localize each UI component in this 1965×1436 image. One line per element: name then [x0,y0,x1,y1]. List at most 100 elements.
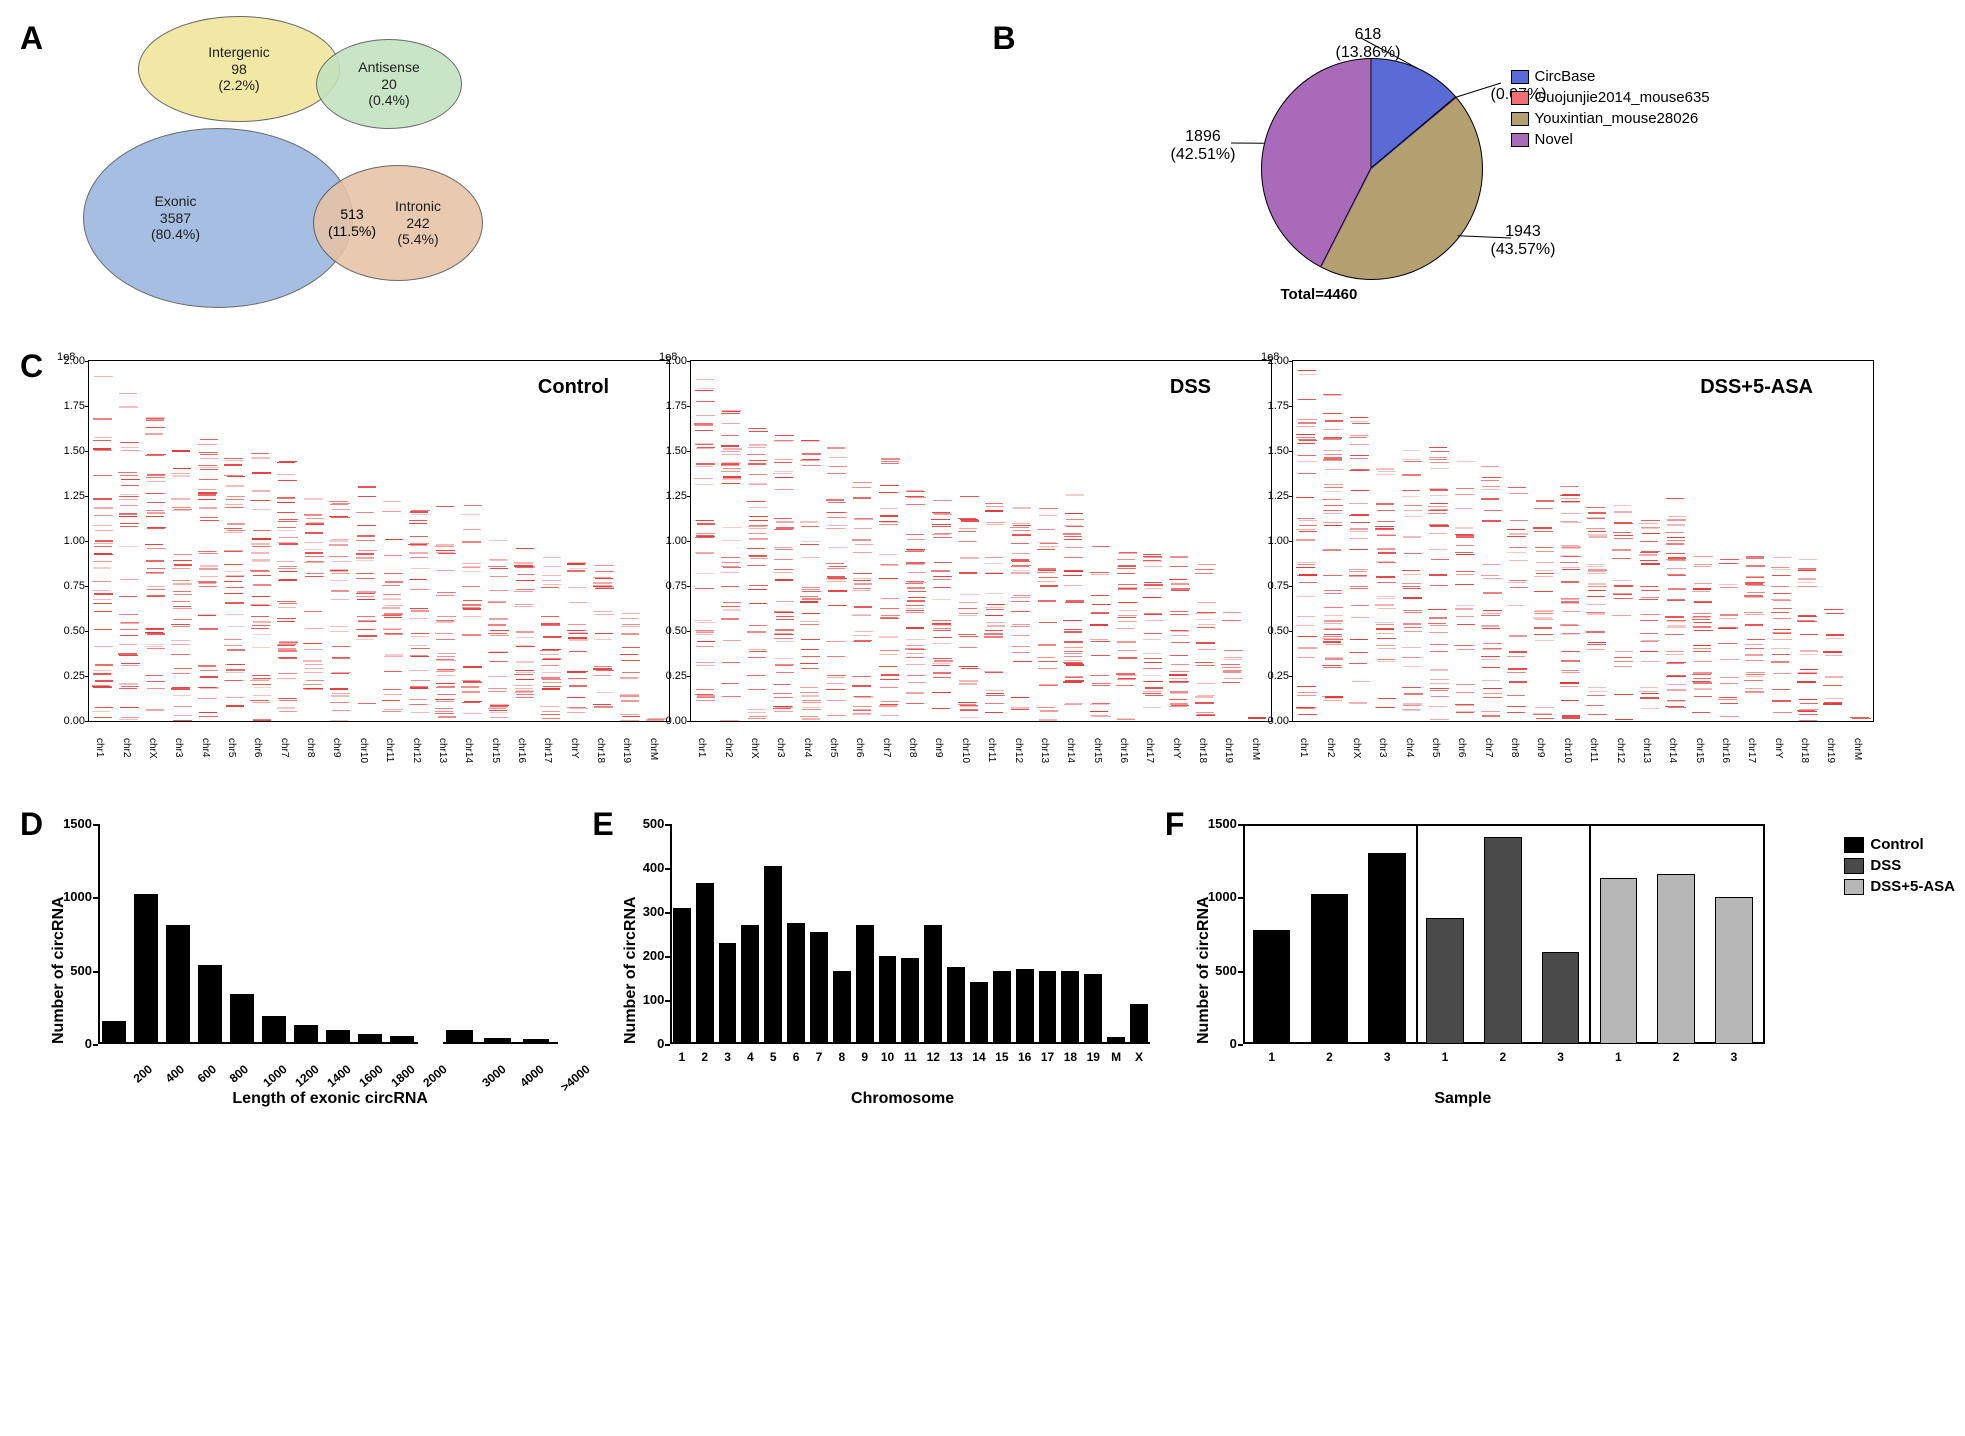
bar [390,1036,414,1044]
x-tick: 6 [785,1050,807,1064]
bar [1084,974,1102,1044]
bar [1130,1004,1148,1044]
c-ytick: 1.75 [59,400,85,412]
pie-total: Total=4460 [1281,286,1358,303]
bar [102,1021,126,1044]
panel-d-label: D [20,806,43,843]
bar [1311,894,1349,1044]
c-ytick: 1.00 [1263,535,1289,547]
c-ytick: 1.25 [59,490,85,502]
c-xtick: chr8 [1509,738,1520,757]
pie-legend-item: Youxintian_mouse28026 [1511,110,1710,127]
c-ytick: 1.00 [59,535,85,547]
panel-c-label: C [20,348,43,385]
panel-d: D Number of circRNA050010001500200400600… [20,806,582,1108]
c-ytick: 0.25 [661,670,687,682]
pie-area: 618(13.86%)3(0.07%)1943(43.57%)1896(42.5… [1081,28,1701,328]
x-tick: 2 [1482,1050,1524,1064]
c-xtick: chr10 [1562,738,1573,763]
legend-item: DSS+5-ASA [1844,878,1955,895]
panel-e-xlabel: Chromosome [650,1090,1154,1108]
x-tick: 4 [739,1050,761,1064]
x-tick: 1 [671,1050,693,1064]
c-xtick: chr8 [305,738,316,757]
venn-intergenic: Intergenic98(2.2%) [138,16,340,122]
y-tick: 1500 [54,816,92,831]
panel-d-plot: Number of circRNA05001000150020040060080… [98,824,558,1084]
panel-c-plot-0: Control1e80.000.250.500.751.001.251.501.… [88,360,670,722]
y-tick: 0 [626,1036,664,1051]
bar [294,1025,318,1044]
x-tick: 7 [808,1050,830,1064]
c-xtick: chr13 [1039,738,1050,763]
x-tick: 1000 [260,1062,289,1090]
c-xtick: chr11 [1588,738,1599,762]
c-xtick: chr1 [696,738,707,757]
c-xtick: chr7 [881,738,892,757]
x-tick: 14 [968,1050,990,1064]
panel-d-xlabel: Length of exonic circRNA [78,1090,582,1108]
x-tick: 16 [1014,1050,1036,1064]
panel-a-label: A [20,20,43,57]
y-tick: 400 [626,860,664,875]
c-xtick: chr5 [226,738,237,757]
bar [484,1038,511,1044]
x-tick: 400 [163,1062,187,1086]
x-tick: 10 [877,1050,899,1064]
c-ytick: 0.00 [661,715,687,727]
bar [970,982,988,1044]
bar [1253,930,1291,1044]
x-tick: 8 [831,1050,853,1064]
c-xtick: chr12 [1013,738,1024,763]
x-tick: 2 [1655,1050,1697,1064]
panel-c-row: Control1e80.000.250.500.751.001.251.501.… [88,360,1945,722]
bar [1542,952,1580,1044]
bar [446,1030,473,1044]
bar [1039,971,1057,1044]
c-ytick: 1.50 [59,445,85,457]
x-tick: 11 [899,1050,921,1064]
y-tick: 1000 [1199,889,1237,904]
x-tick: M [1105,1050,1127,1064]
x-tick: 1600 [356,1062,385,1090]
c-xtick: chr18 [1799,738,1810,763]
y-tick: 300 [626,904,664,919]
c-xtick: chr11 [384,738,395,762]
panel-c: C Control1e80.000.250.500.751.001.251.50… [20,348,1945,786]
c-ytick: 1.75 [661,400,687,412]
x-tick: 9 [854,1050,876,1064]
c-xtick: chr18 [1197,738,1208,763]
panel-b: B 618(13.86%)3(0.07%)1943(43.57%)1896(42… [993,20,1946,328]
x-tick: 13 [945,1050,967,1064]
bar [326,1030,350,1044]
c-xtick: chr16 [516,738,527,763]
y-tick: 200 [626,948,664,963]
x-tick: 1 [1598,1050,1640,1064]
bar [134,894,158,1044]
x-tick: 1 [1424,1050,1466,1064]
panel-c-plot-1: DSS1e80.000.250.500.751.001.251.501.752.… [690,360,1272,722]
panel-e-plot: Number of circRNA01002003004005001234567… [670,824,1150,1084]
y-tick: 0 [1199,1036,1237,1051]
bar [856,925,874,1044]
panel-a: A Exonic3587(80.4%)Intronic242(5.4%)Inte… [20,20,973,328]
pie-legend-item: Novel [1511,131,1710,148]
panel-f-xlabel: Sample [1223,1090,1703,1108]
c-xtick: chr17 [1144,738,1155,763]
venn-antisense: Antisense20(0.4%) [316,39,462,129]
c-ytick: 0.25 [1263,670,1289,682]
bar [1657,874,1695,1044]
x-tick: 800 [227,1062,251,1086]
c-ytick: 2.00 [661,355,687,367]
bar [924,925,942,1044]
c-xtick: chr3 [775,738,786,757]
pie-legend-item: CircBase [1511,68,1710,85]
bar [993,971,1011,1044]
c-ytick: 1.25 [661,490,687,502]
c-xtick: chr1 [94,738,105,757]
c-ytick: 0.00 [59,715,85,727]
c-ytick: 1.75 [1263,400,1289,412]
bar [1016,969,1034,1044]
x-tick: 1200 [292,1062,321,1090]
c-xtick: chr7 [279,738,290,757]
